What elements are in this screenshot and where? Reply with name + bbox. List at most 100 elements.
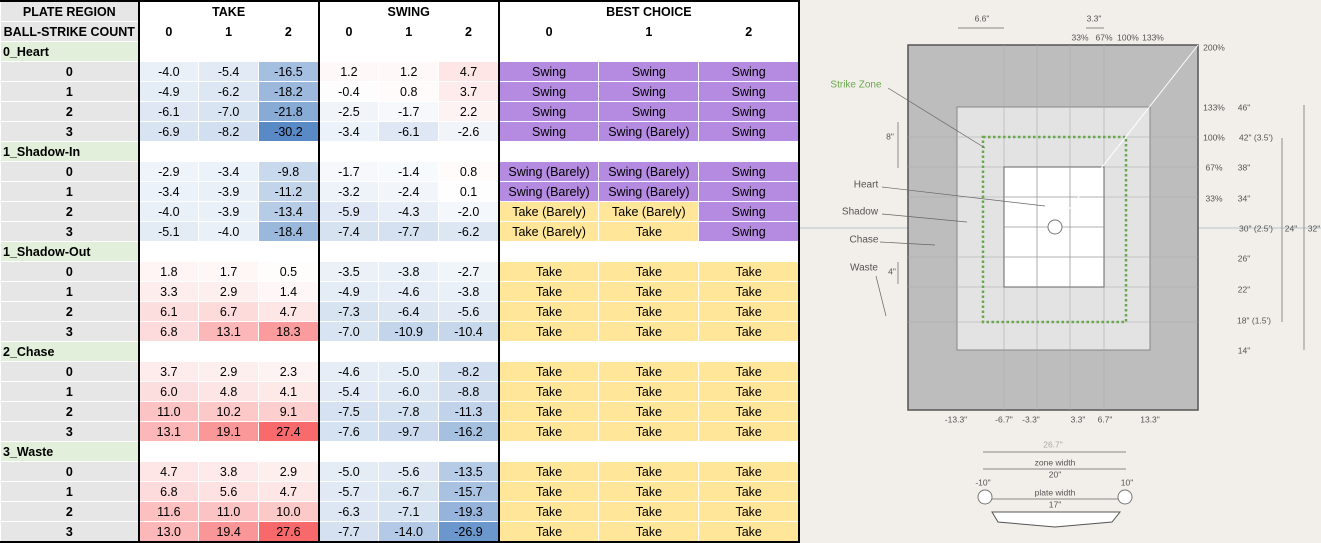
- label: 34": [1238, 193, 1250, 203]
- ball-count: 0: [0, 361, 140, 382]
- cell: [497, 41, 600, 62]
- cell: [438, 341, 500, 362]
- value-cell: -16.2: [438, 421, 500, 442]
- choice-cell: Take: [698, 301, 801, 322]
- data-row: 1 3.3 2.9 1.4 -4.9 -4.6 -3.8 Take Take Take: [0, 281, 801, 302]
- choice-cell: Take: [698, 421, 801, 442]
- value-cell: 4.7: [258, 481, 320, 502]
- value-cell: -3.9: [198, 181, 260, 202]
- value-cell: -9.8: [258, 161, 320, 182]
- label: 33%: [1205, 193, 1222, 203]
- ball-count: 1: [0, 481, 140, 502]
- label: 22": [1238, 284, 1250, 294]
- header-row: PLATE REGION TAKE SWING BEST CHOICE: [0, 0, 801, 22]
- choice-cell: Take: [598, 521, 700, 543]
- label: -6.7": [995, 414, 1013, 424]
- choice-cell: Take: [497, 301, 600, 322]
- value-cell: 27.6: [258, 521, 320, 543]
- label: Heart: [854, 180, 879, 191]
- data-row: 1 6.0 4.8 4.1 -5.4 -6.0 -8.8 Take Take Take: [0, 381, 801, 402]
- value-cell: -9.7: [378, 421, 440, 442]
- label: 30" (2.5'): [1239, 223, 1273, 233]
- value-cell: -6.4: [378, 301, 440, 322]
- cell: [137, 141, 200, 162]
- value-cell: 19.1: [198, 421, 260, 442]
- value-cell: 27.4: [258, 421, 320, 442]
- cell: [137, 341, 200, 362]
- value-cell: 2.2: [438, 101, 500, 122]
- header: BEST CHOICE: [497, 0, 801, 22]
- value-cell: -18.2: [258, 81, 320, 102]
- value-cell: 2.3: [258, 361, 320, 382]
- value-cell: 2.9: [198, 281, 260, 302]
- label: 10": [1121, 477, 1133, 487]
- choice-cell: Take: [698, 481, 801, 502]
- header: 2: [698, 21, 801, 42]
- value-cell: -5.6: [438, 301, 500, 322]
- choice-cell: Take: [497, 361, 600, 382]
- value-cell: -26.9: [438, 521, 500, 543]
- choice-cell: Swing (Barely): [598, 161, 700, 182]
- data-row: 0 -2.9 -3.4 -9.8 -1.7 -1.4 0.8 Swing (Barely) Sw…: [0, 161, 801, 182]
- value-cell: -8.2: [198, 121, 260, 142]
- ball-count: 2: [0, 401, 140, 422]
- choice-cell: Swing (Barely): [598, 121, 700, 142]
- value-cell: 3.8: [198, 461, 260, 482]
- group-row: 0_Heart: [0, 41, 801, 62]
- value-cell: 4.1: [258, 381, 320, 402]
- header: 0: [497, 21, 600, 42]
- label: 133%: [1142, 32, 1164, 42]
- choice-cell: Take: [497, 401, 600, 422]
- value-cell: 5.6: [198, 481, 260, 502]
- value-cell: -3.4: [137, 181, 200, 202]
- value-cell: -1.7: [378, 101, 440, 122]
- cell: [258, 41, 320, 62]
- value-cell: 4.7: [137, 461, 200, 482]
- cell: [598, 141, 700, 162]
- value-cell: 6.0: [137, 381, 200, 402]
- group-row: 1_Shadow-In: [0, 141, 801, 162]
- ball: [977, 489, 993, 505]
- choice-cell: Swing: [497, 101, 600, 122]
- choice-cell: Swing: [698, 221, 801, 242]
- label: 100%: [1203, 132, 1225, 142]
- label: Chase: [850, 235, 879, 246]
- value-cell: -11.3: [438, 401, 500, 422]
- value-cell: -15.7: [438, 481, 500, 502]
- ball-count: 3: [0, 321, 140, 342]
- label: 67%: [1095, 32, 1112, 42]
- choice-cell: Take: [497, 381, 600, 402]
- label: Waste: [850, 263, 878, 274]
- value-cell: -6.0: [378, 381, 440, 402]
- value-cell: -2.0: [438, 201, 500, 222]
- choice-cell: Take: [698, 381, 801, 402]
- value-cell: -7.3: [317, 301, 380, 322]
- label: 18" (1.5'): [1237, 315, 1271, 325]
- header: 0: [137, 21, 200, 42]
- data-row: 3 -6.9 -8.2 -30.2 -3.4 -6.1 -2.6 Swing Swing (Ba…: [0, 121, 801, 142]
- data-row: 0 3.7 2.9 2.3 -4.6 -5.0 -8.2 Take Take Take: [0, 361, 801, 382]
- group-label: 1_Shadow-In: [0, 141, 140, 162]
- value-cell: 0.5: [258, 261, 320, 282]
- group-label: 2_Chase: [0, 341, 140, 362]
- label: -10": [975, 477, 990, 487]
- label: 13.3": [1140, 414, 1160, 424]
- value-cell: 2.9: [198, 361, 260, 382]
- label: 20": [1049, 469, 1061, 479]
- value-cell: 4.7: [438, 61, 500, 82]
- ball-count: 2: [0, 101, 140, 122]
- choice-cell: Take: [598, 421, 700, 442]
- header: BALL-STRIKE COUNT: [0, 21, 140, 42]
- ball-count: 1: [0, 381, 140, 402]
- choice-cell: Take: [698, 281, 801, 302]
- value-cell: -1.7: [317, 161, 380, 182]
- value-cell: -7.0: [198, 101, 260, 122]
- choice-cell: Swing: [598, 61, 700, 82]
- cell: [258, 241, 320, 262]
- cell: [598, 41, 700, 62]
- data-row: 2 -4.0 -3.9 -13.4 -5.9 -4.3 -2.0 Take (Barely) T…: [0, 201, 801, 222]
- value-cell: 10.2: [198, 401, 260, 422]
- cell: [378, 141, 440, 162]
- data-row: 1 -4.9 -6.2 -18.2 -0.4 0.8 3.7 Swing Swing Swing: [0, 81, 801, 102]
- label: 133%: [1203, 102, 1225, 112]
